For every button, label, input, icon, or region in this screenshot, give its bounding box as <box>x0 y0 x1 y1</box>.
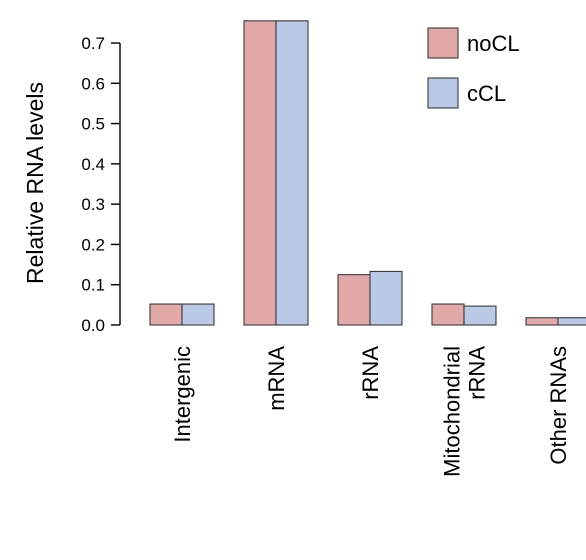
bar-noCL-0 <box>149 303 183 326</box>
x-axis-labels: Intergenic mRNA rRNA Mitochondrial rRNA Other… <box>170 346 571 477</box>
y-axis-title: Relative RNA levels <box>22 82 48 284</box>
y-axis: 0.0 0.1 0.2 0.3 0.4 0.5 0.6 0.7 <box>81 34 121 335</box>
legend-swatch-cCL <box>427 77 459 109</box>
x-tick-label: Intergenic <box>170 346 195 443</box>
y-tick-label: 0.6 <box>81 74 105 93</box>
y-tick-label: 0.3 <box>81 195 105 214</box>
legend-label-noCL: noCL <box>467 31 520 56</box>
y-tick-label: 0.1 <box>81 276 105 295</box>
bar-cCL-2 <box>369 270 403 326</box>
bar-noCL-3 <box>431 303 465 326</box>
x-tick-label: mRNA <box>264 346 289 411</box>
legend-swatch-noCL <box>427 27 459 59</box>
legend: noCL cCL <box>427 27 520 109</box>
x-tick-label: rRNA <box>358 346 383 400</box>
bar-noCL-4 <box>525 317 559 326</box>
y-tick-label: 0.2 <box>81 235 105 254</box>
x-tick-label: Mitochondrial <box>440 346 465 477</box>
bar-cCL-4 <box>557 317 586 326</box>
bars <box>149 20 586 326</box>
y-tick-label: 0.0 <box>81 316 105 335</box>
bar-cCL-1 <box>275 20 309 326</box>
bar-cCL-0 <box>181 303 215 326</box>
bar-noCL-2 <box>337 274 371 326</box>
y-tick-label: 0.5 <box>81 115 105 134</box>
y-tick-label: 0.7 <box>81 34 105 53</box>
bar-cCL-3 <box>463 305 497 326</box>
y-tick-label: 0.4 <box>81 155 105 174</box>
bar-noCL-1 <box>243 20 277 326</box>
x-tick-label: rRNA <box>465 346 490 400</box>
legend-label-cCL: cCL <box>467 81 506 106</box>
x-tick-label: Other RNAs <box>546 346 571 465</box>
